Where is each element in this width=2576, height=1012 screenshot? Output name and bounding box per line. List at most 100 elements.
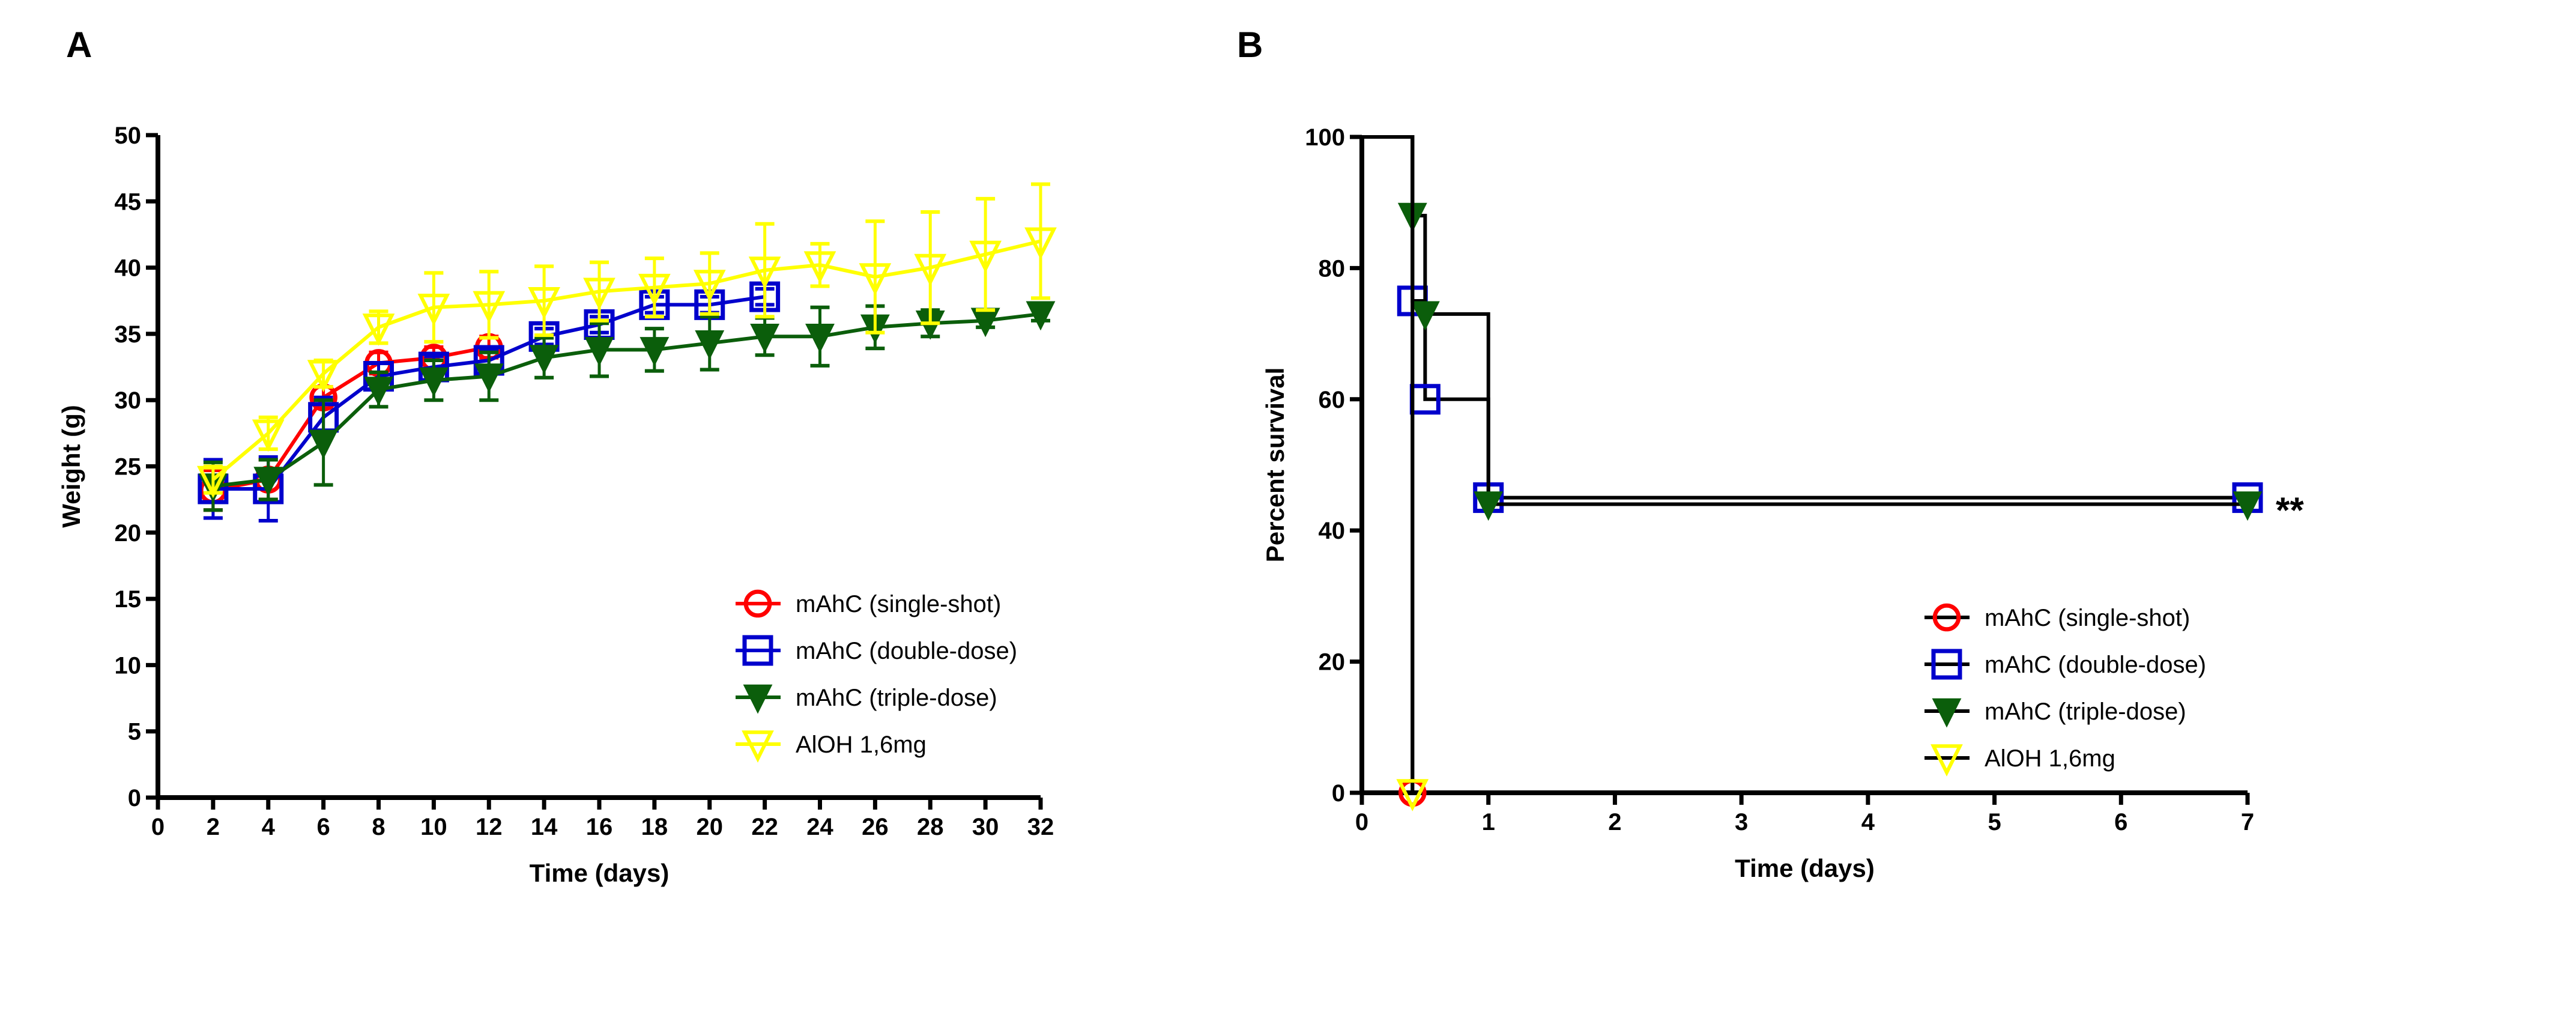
x-tick-label: 2 — [1608, 809, 1621, 835]
series-mahc-single-shot- — [1362, 135, 1427, 807]
legend-marker — [742, 635, 773, 666]
data-point — [638, 273, 671, 306]
legend-item: mAhC (single-shot) — [736, 589, 1001, 618]
data-point — [528, 286, 560, 320]
data-point — [803, 251, 836, 284]
data-point — [362, 314, 395, 346]
y-tick-label: 15 — [115, 586, 142, 613]
data-point — [419, 367, 449, 397]
data-point — [197, 465, 229, 498]
x-tick-label: 32 — [1027, 814, 1054, 840]
x-tick-label: 7 — [2241, 809, 2254, 835]
data-point — [969, 240, 1002, 273]
y-tick-label: 60 — [1319, 387, 1346, 413]
legend-label: mAhC (single-shot) — [796, 591, 1001, 617]
y-tick-label: 25 — [115, 454, 142, 480]
legend-item: AlOH 1,6mg — [1924, 744, 2115, 777]
y-tick-label: 20 — [115, 520, 142, 547]
series-line — [213, 312, 1041, 488]
series-aloh-1-6mg — [197, 182, 1057, 498]
legend-label: mAhC (double-dose) — [1985, 652, 2206, 678]
legend-marker — [1932, 698, 1962, 728]
y-tick-label: 35 — [115, 321, 142, 348]
y-tick-label: 45 — [115, 189, 142, 215]
panel-label-a: A — [66, 25, 92, 65]
y-tick-label: 5 — [128, 719, 141, 745]
data-point — [583, 277, 615, 311]
data-point — [1024, 227, 1057, 260]
legend-label: AlOH 1,6mg — [1985, 745, 2115, 772]
x-tick-label: 20 — [697, 814, 724, 840]
x-tick-label: 4 — [1861, 809, 1875, 835]
y-tick-label: 100 — [1305, 124, 1345, 151]
data-point — [253, 467, 283, 497]
legend-marker — [1931, 649, 1962, 680]
series-mahc-triple-dose- — [1362, 135, 2263, 521]
x-tick-label: 28 — [917, 814, 944, 840]
x-tick-label: 18 — [641, 814, 668, 840]
data-point — [417, 293, 450, 326]
x-axis-label: Time (days) — [530, 859, 670, 887]
x-tick-label: 4 — [262, 814, 276, 840]
survival-chart: 0 20 40 60 80 100 0 1 2 3 4 5 6 7 Time (days) Percent s… — [1261, 124, 2304, 882]
y-tick-label: 80 — [1319, 255, 1346, 282]
data-point — [1410, 301, 1440, 331]
x-tick-label: 5 — [1988, 809, 2001, 835]
data-point — [914, 253, 947, 286]
data-point — [529, 345, 559, 375]
data-point — [584, 337, 614, 366]
panel-label-b: B — [1237, 25, 1263, 65]
survival-step-line — [1362, 135, 1415, 793]
legend-label: mAhC (triple-dose) — [1985, 698, 2186, 725]
series-aloh-1-6mg — [1362, 135, 1429, 811]
x-tick-label: 22 — [751, 814, 778, 840]
legend-item: AlOH 1,6mg — [736, 730, 927, 763]
x-tick-label: 14 — [531, 814, 558, 840]
legend-marker — [743, 684, 773, 714]
x-tick-label: 6 — [2114, 809, 2127, 835]
x-tick-label: 3 — [1735, 809, 1748, 835]
y-tick-label: 20 — [1319, 649, 1346, 676]
data-point — [473, 291, 506, 324]
data-point — [748, 256, 781, 289]
data-point — [805, 324, 835, 353]
data-point — [364, 377, 393, 407]
data-point — [1026, 301, 1056, 331]
survival-step-line — [1362, 135, 2248, 506]
y-tick-label: 50 — [115, 123, 142, 149]
legend-item: mAhC (double-dose) — [736, 635, 1017, 666]
x-tick-label: 16 — [586, 814, 613, 840]
data-point — [474, 363, 504, 393]
y-tick-label: 0 — [1332, 780, 1345, 807]
y-axis-label: Percent survival — [1261, 368, 1289, 563]
x-tick-label: 30 — [972, 814, 999, 840]
data-point — [1396, 779, 1429, 811]
x-axis-label: Time (days) — [1735, 854, 1875, 882]
legend-marker — [1932, 603, 1961, 632]
x-tick-label: 26 — [862, 814, 889, 840]
data-point — [750, 324, 780, 353]
x-tick-label: 1 — [1482, 809, 1495, 835]
y-tick-label: 10 — [115, 652, 142, 679]
series-mahc-triple-dose- — [198, 301, 1056, 512]
series-line — [211, 239, 1041, 481]
survival-step-line — [1362, 135, 1415, 793]
data-point — [2233, 491, 2263, 521]
legend-item: mAhC (triple-dose) — [1924, 698, 2186, 728]
legend-label: mAhC (single-shot) — [1985, 605, 2190, 631]
series-mahc-double-dose- — [1362, 135, 2263, 514]
x-tick-label: 12 — [476, 814, 503, 840]
legend-item: mAhC (single-shot) — [1924, 603, 2190, 632]
y-axis-label: Weight (g) — [57, 405, 85, 528]
legend-marker — [1930, 744, 1963, 777]
x-tick-label: 0 — [1355, 809, 1368, 835]
data-point — [693, 270, 726, 302]
x-tick-label: 2 — [207, 814, 220, 840]
legend-marker — [742, 730, 774, 763]
x-tick-label: 24 — [806, 814, 833, 840]
data-point — [1474, 491, 1504, 521]
x-tick-label: 0 — [151, 814, 165, 840]
survival-step-line — [1362, 135, 2248, 500]
